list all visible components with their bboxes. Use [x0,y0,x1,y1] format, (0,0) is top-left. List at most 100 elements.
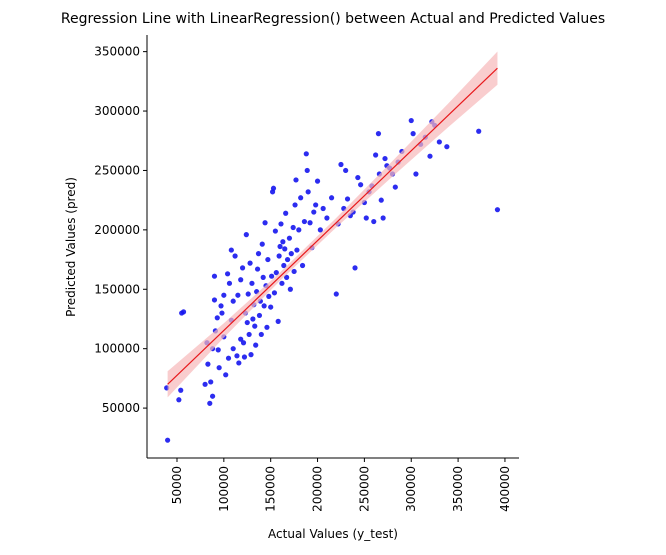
confidence-band [167,51,498,398]
data-point [244,319,250,326]
data-point [299,262,306,269]
data-point [241,354,248,360]
data-point [304,167,310,174]
data-point [272,228,278,234]
data-point [338,161,344,168]
data-point [223,372,229,378]
x-tick-label: 350000 [451,466,465,512]
data-point [207,400,213,406]
data-point [298,195,304,201]
data-point [358,182,364,188]
data-point [284,256,291,263]
data-point [410,131,416,137]
x-tick-label: 300000 [404,466,418,512]
data-point [208,379,214,385]
data-point [373,152,379,158]
data-point [270,185,277,191]
data-point [209,393,216,399]
data-point [245,291,251,297]
data-point [284,274,290,280]
data-point [214,315,220,321]
data-point [264,324,270,330]
y-tick-label: 250000 [94,163,140,177]
y-tick-label: 350000 [94,45,140,59]
data-point [165,437,171,443]
x-tick-label: 400000 [498,466,512,512]
data-point [202,381,208,387]
data-point [444,144,450,150]
data-point [380,215,386,221]
x-axis-label: Actual Values (y_test) [268,527,398,541]
data-point [363,215,369,221]
data-point [324,215,330,221]
data-point [436,139,442,145]
y-tick-label: 300000 [94,104,140,118]
data-point [276,253,282,259]
chart-title: Regression Line with LinearRegression() … [61,11,605,27]
data-point [234,353,240,359]
data-point [253,342,259,348]
data-point [205,361,211,367]
y-tick-label: 200000 [94,223,140,237]
data-point [294,247,300,253]
data-point [248,352,254,358]
data-point [258,331,264,338]
data-point [287,286,293,292]
data-point [343,167,349,174]
y-axis-label: Predicted Values (pred) [64,177,78,317]
data-point [279,280,285,286]
data-point [178,387,184,393]
x-tick-label: 100000 [217,466,231,512]
data-point [305,189,311,195]
data-point [254,266,261,272]
data-point [291,268,297,275]
data-point [218,303,224,309]
x-tick-label: 150000 [264,466,278,512]
data-point [317,227,323,233]
data-point [282,246,288,252]
data-point [176,397,182,403]
data-point [427,153,433,159]
data-point [219,310,225,316]
data-point [262,220,268,226]
data-point [269,273,275,279]
data-point [261,303,267,309]
data-point [238,277,244,283]
x-tick-label: 250000 [357,466,371,512]
data-point [307,220,313,226]
data-point [375,131,382,137]
data-point [230,298,236,304]
data-point [273,270,279,276]
data-point [392,184,398,190]
x-tick-label: 50000 [170,466,184,504]
data-point [296,227,302,233]
data-point [259,241,265,247]
data-point [211,297,218,303]
data-point [408,117,414,124]
data-point [292,202,298,208]
data-point [226,280,233,286]
data-point [275,318,281,324]
data-point [230,346,236,352]
data-point [290,224,296,231]
y-tick-label: 50000 [102,401,140,415]
data-point [283,210,289,216]
data-point [232,253,238,259]
data-point [256,312,263,319]
data-point [224,271,231,277]
data-point [255,251,262,257]
y-tick-label: 150000 [94,282,140,296]
data-point [243,232,249,238]
data-point [252,323,258,329]
data-point [236,360,242,366]
data-point [281,262,287,269]
data-point [344,196,351,202]
data-point [225,355,232,361]
data-point [313,202,319,208]
data-point [216,365,222,371]
data-point [382,155,388,162]
data-point [280,239,286,245]
data-point [413,171,419,177]
data-point [320,205,326,212]
